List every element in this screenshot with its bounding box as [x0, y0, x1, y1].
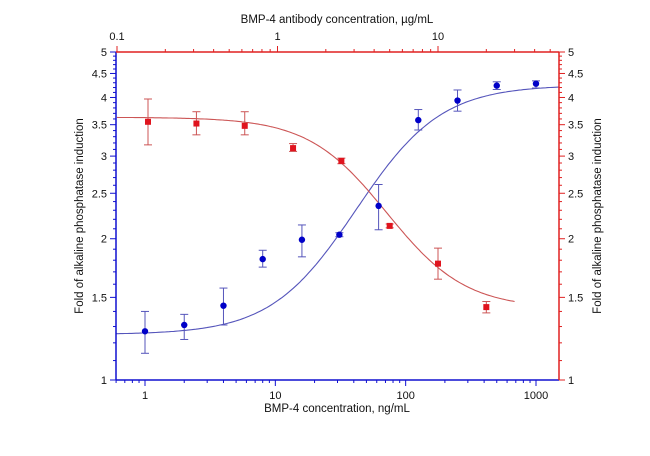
antibody-data-point	[290, 145, 297, 152]
antibody-data-point	[386, 222, 393, 229]
bmp4-data-point	[493, 82, 500, 89]
right-axis-title: Fold of alkaline phosphatase induction	[592, 118, 604, 314]
y-tick-label: 3.5	[92, 120, 107, 132]
y2-tick-label: 1.5	[568, 292, 583, 304]
bmp4-data-point	[375, 202, 382, 210]
antibody-fit-curve	[116, 116, 515, 303]
bmp4-data-point	[181, 321, 188, 329]
y2-tick-label: 5	[568, 47, 574, 59]
y-tick-label: 3	[101, 151, 107, 163]
data-points	[141, 80, 540, 335]
bmp4-data-point	[454, 97, 461, 104]
y-tick-label: 4.5	[92, 68, 107, 80]
top-tick-label: 10	[432, 31, 444, 43]
y2-tick-label: 1	[568, 375, 574, 387]
bmp4-data-point	[336, 231, 343, 238]
x-axis-title: BMP-4 concentration, ng/mL	[264, 403, 410, 415]
x-tick-label: 1000	[524, 390, 548, 402]
bmp4-data-point	[141, 328, 149, 335]
top-axis-title: BMP-4 antibody concentration, µg/mL	[241, 14, 434, 26]
y2-tick-label: 3.5	[568, 120, 583, 132]
y2-tick-label: 2.5	[568, 188, 583, 200]
top-tick-label: 0.1	[109, 31, 124, 43]
bmp4-data-point	[532, 80, 540, 87]
x-tick-label: 10	[269, 390, 281, 402]
y-tick-label: 1	[101, 375, 107, 387]
y2-tick-label: 4	[568, 92, 574, 104]
tick-labels: 1 10 100 1000 0.1 1 10 1 1 1.5 1.5 2 2 2.5 2.5 3 3 3.5 3.5…	[92, 31, 584, 402]
bmp4-data-point	[259, 255, 266, 263]
antibody-data-point	[435, 260, 441, 267]
y2-tick-label: 4.5	[568, 68, 583, 80]
x-tick-label: 1	[142, 390, 148, 402]
antibody-data-point	[241, 122, 248, 129]
y-tick-label: 1.5	[92, 292, 107, 304]
y-tick-label: 2.5	[92, 188, 107, 200]
bmp4-data-point	[220, 302, 227, 309]
fit-curves	[116, 86, 559, 335]
y2-tick-label: 2	[568, 234, 574, 246]
error-bars	[141, 80, 540, 354]
antibody-data-point	[144, 118, 151, 125]
bmp4-data-point	[298, 236, 306, 243]
axes	[110, 46, 565, 386]
top-tick-label: 1	[274, 31, 280, 43]
antibody-data-point	[483, 304, 490, 311]
antibody-data-point	[193, 120, 200, 127]
y-tick-label: 4	[101, 92, 107, 104]
y-tick-label: 5	[101, 47, 107, 59]
y-axis-title: Fold of alkaline phosphatase induction	[74, 118, 86, 314]
x-tick-label: 100	[396, 390, 414, 402]
y-tick-label: 2	[101, 234, 107, 246]
antibody-data-point	[338, 157, 345, 164]
bmp4-data-point	[415, 116, 422, 124]
y2-tick-label: 3	[568, 151, 574, 163]
